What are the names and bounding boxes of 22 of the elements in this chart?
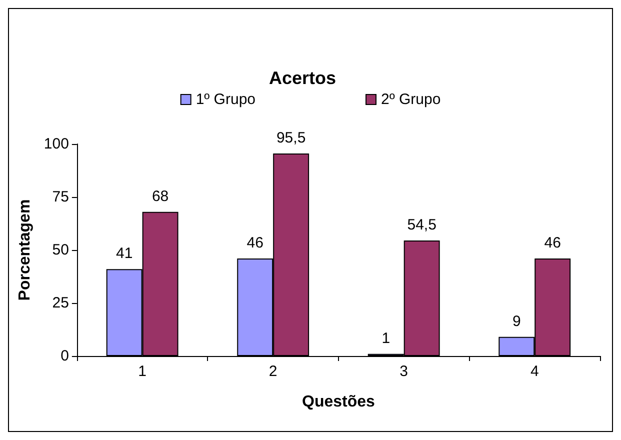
y-tick-label: 0 [60,348,69,364]
chart-title: Acertos [269,68,336,88]
data-label: 9 [512,312,521,330]
x-tick-label: 1 [138,363,146,380]
x-axis-title: Questões [302,394,376,410]
data-label: 46 [246,234,264,252]
y-tick-label: 25 [52,294,69,312]
x-tick-label: 2 [268,363,278,380]
data-label: 54,5 [407,216,436,234]
x-tick-label: 4 [530,363,539,380]
data-label: 46 [544,234,561,252]
data-label: 68 [152,188,169,205]
y-tick-label: 50 [52,242,69,258]
y-tick-label: 75 [52,188,69,206]
data-label: 95,5 [276,130,306,147]
y-tick-label: 100 [44,136,69,152]
x-tick-label: 3 [400,363,408,380]
data-label: 1 [382,330,390,347]
data-label: 41 [116,245,133,262]
y-axis-title: Porcentagem [16,199,34,301]
legend-label: 2º Grupo [381,91,441,108]
legend-label: 1º Grupo [196,91,256,108]
